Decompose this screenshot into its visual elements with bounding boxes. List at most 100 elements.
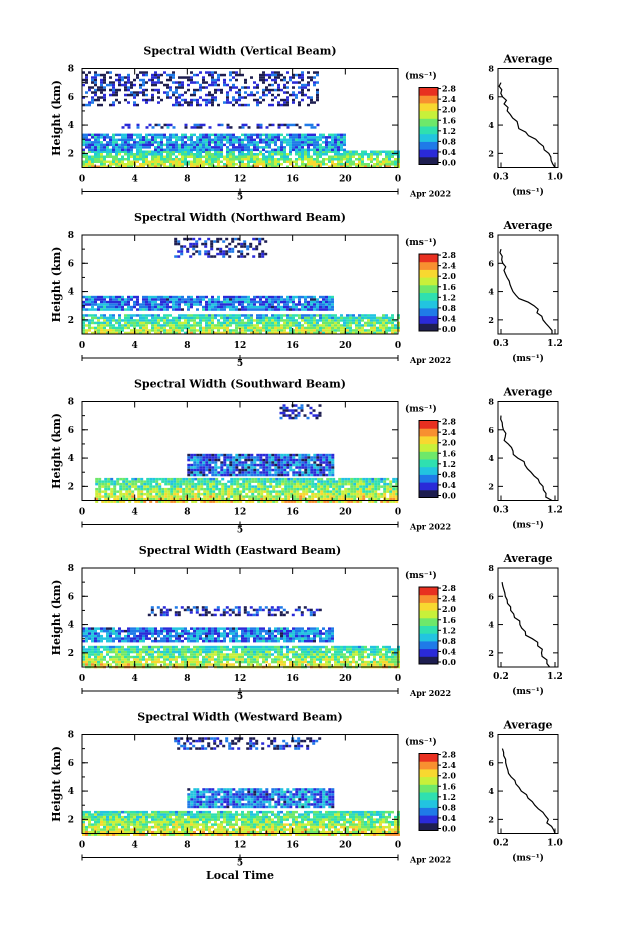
heatmap-cell-0 — [295, 331, 298, 335]
heatmap-cell-0 — [166, 160, 169, 163]
heatmap-cell-0 — [290, 477, 294, 481]
heatmap-cell-3 — [187, 88, 190, 92]
heatmap-cell-0 — [188, 492, 192, 496]
heatmap-cell-0 — [160, 160, 163, 163]
heatmap-cell-0 — [160, 319, 163, 322]
heatmap-cell-3 — [127, 81, 130, 84]
heatmap-cell-2 — [195, 240, 199, 243]
heatmap-cell-0 — [298, 331, 301, 335]
heatmap-cell-0 — [274, 648, 277, 651]
heatmap-cell-0 — [115, 321, 118, 325]
heatmap-cell-0 — [256, 331, 259, 335]
heatmap-cell-0 — [119, 500, 123, 503]
heatmap-cell-0 — [175, 645, 178, 649]
heatmap-cell-0 — [161, 500, 165, 503]
heatmap-cell-0 — [313, 314, 316, 317]
heatmap-cell-1 — [196, 300, 199, 304]
heatmap-cell-0 — [154, 324, 157, 327]
heatmap-cell-0 — [365, 477, 369, 481]
heatmap-cell-2 — [229, 126, 233, 129]
heatmap-cell-0 — [181, 648, 184, 651]
heatmap-cell-0 — [152, 487, 156, 491]
heatmap-cell-0 — [185, 500, 189, 503]
heatmap-cell-0 — [239, 497, 243, 501]
heatmap-cell-0 — [373, 319, 376, 322]
heatmap-cell-3 — [205, 81, 208, 84]
heatmap-cell-0 — [188, 485, 192, 488]
heatmap-cell-1 — [298, 308, 301, 311]
heatmap-cell-0 — [155, 487, 159, 491]
heatmap-cell-2 — [222, 255, 226, 258]
heatmap-cell-1 — [229, 138, 232, 142]
heatmap-cell-2 — [183, 245, 187, 248]
heatmap-cell-1 — [268, 305, 271, 309]
heatmap-cell-0 — [175, 321, 178, 325]
heatmap-cell-0 — [148, 163, 151, 166]
heatmap-cell-3 — [226, 98, 229, 102]
heatmap-cell-1 — [253, 300, 256, 304]
heatmap-cell-1 — [205, 136, 208, 139]
heatmap-cell-2 — [258, 242, 262, 246]
heatmap-cell-0 — [217, 324, 220, 327]
heatmap-cell-0 — [143, 492, 147, 496]
heatmap-cell-1 — [205, 473, 209, 477]
heatmap-cell-0 — [359, 495, 363, 498]
heatmap-cell-3 — [163, 71, 166, 74]
heatmap-cell-3 — [262, 88, 265, 92]
heatmap-cell-1 — [277, 146, 280, 149]
heatmap-cell-0 — [310, 158, 313, 161]
heatmap-cell-0 — [325, 163, 328, 166]
heatmap-cell-0 — [368, 487, 372, 491]
heatmap-cell-0 — [310, 645, 313, 649]
heatmap-cell-0 — [370, 648, 373, 651]
heatmap-cell-2 — [309, 411, 313, 415]
heatmap-cell-0 — [254, 487, 258, 491]
colorbar-tick-label: 0.8 — [442, 469, 456, 479]
heatmap-cell-0 — [349, 163, 352, 166]
heatmap-cell-1 — [202, 305, 205, 309]
heatmap-cell-1 — [97, 148, 100, 152]
heatmap-cell-2 — [286, 123, 290, 127]
heatmap-cell-0 — [385, 158, 388, 161]
x-tick-label: 0 — [79, 175, 85, 185]
heatmap-cell-1 — [220, 133, 223, 137]
heatmap-cell-1 — [175, 143, 178, 147]
heatmap-cell-1 — [181, 141, 184, 144]
x-tick-label: 0 — [395, 341, 401, 351]
heatmap-cell-0 — [179, 495, 183, 498]
colorbar-segment — [419, 269, 438, 278]
heatmap-cell-2 — [318, 404, 322, 407]
heatmap-cell-1 — [190, 143, 193, 147]
heatmap-cell-0 — [241, 160, 244, 163]
heatmap-cell-1 — [289, 295, 292, 299]
heatmap-cell-0 — [229, 321, 232, 325]
heatmap-cell-3 — [166, 78, 169, 82]
heatmap-cell-1 — [142, 146, 145, 149]
heatmap-cell-0 — [245, 477, 249, 481]
heatmap-cell-0 — [202, 645, 205, 649]
heatmap-cell-0 — [103, 319, 106, 322]
heatmap-cell-0 — [277, 314, 280, 317]
heatmap-cell-1 — [280, 146, 283, 149]
heatmap-cell-0 — [325, 321, 328, 325]
heatmap-cell-1 — [175, 295, 178, 299]
heatmap-cell-1 — [118, 146, 121, 149]
heatmap-cell-1 — [199, 141, 202, 144]
heatmap-cell-0 — [323, 495, 327, 498]
heatmap-cell-0 — [88, 158, 91, 161]
heatmap-cell-1 — [298, 298, 301, 301]
heatmap-cell-1 — [286, 300, 289, 304]
heatmap-cell-0 — [349, 645, 352, 649]
heatmap-cell-2 — [210, 240, 214, 243]
heatmap-cell-0 — [356, 492, 360, 496]
heatmap-cell-1 — [85, 295, 88, 299]
heatmap-cell-0 — [184, 319, 187, 322]
heatmap-cell-0 — [128, 492, 132, 496]
heatmap-cell-0 — [341, 482, 345, 486]
heatmap-cell-0 — [181, 160, 184, 163]
heatmap-cell-1 — [139, 305, 142, 309]
colorbar-segment — [419, 126, 438, 135]
heatmap-cell-0 — [283, 158, 286, 161]
heatmap-cell-0 — [124, 331, 127, 335]
y-axis-label: Height (km) — [50, 80, 63, 156]
